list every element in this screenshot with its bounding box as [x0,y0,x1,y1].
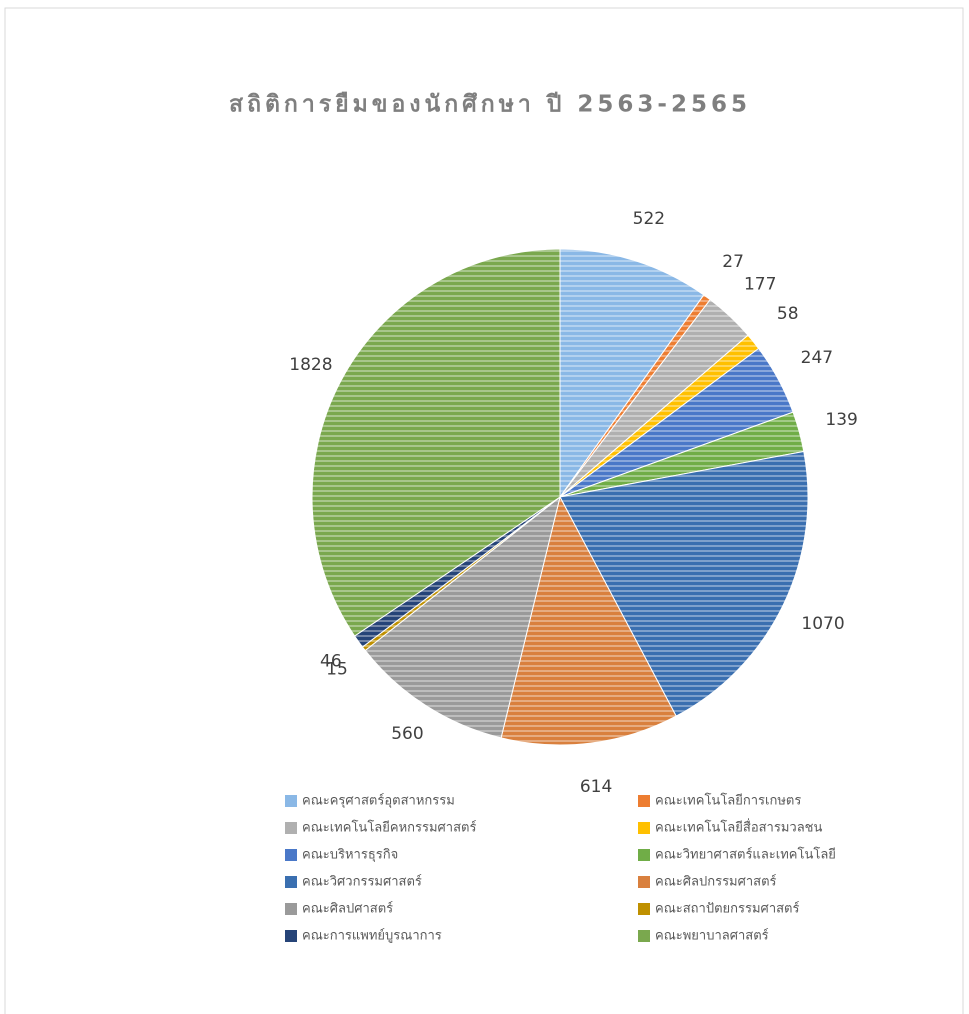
data-label: 15 [326,660,348,680]
data-label: 139 [825,410,857,430]
legend-swatch [638,930,650,942]
slice-texture [560,335,759,497]
legend-swatch [285,849,297,861]
slice-texture [354,497,560,648]
legend-label: คณะเทคโนโลยีคหกรรมศาสตร์ [302,820,476,836]
slice-texture [560,294,711,497]
data-label: 614 [580,777,612,797]
legend-label: คณะครุศาสตร์อุตสาหกรรม [302,793,455,809]
slice-texture [560,299,748,497]
legend-swatch [285,876,297,888]
legend-swatch [285,795,297,807]
chart-title: สถิติการยืมของนักศึกษา ปี 2563-2565 [229,92,751,118]
legend-swatch [285,822,297,834]
legend-label: คณะศิลปศาสตร์ [302,901,393,917]
legend-label: คณะสถาปัตยกรรมศาสตร์ [655,901,799,917]
legend-label: คณะศิลปกรรมศาสตร์ [655,874,777,890]
legend-swatch [285,903,297,915]
data-label: 1828 [289,355,332,375]
legend-label: คณะเทคโนโลยีการเกษตร [655,793,801,809]
legend-swatch [638,822,650,834]
legend-swatch [285,930,297,942]
data-label: 46 [320,651,342,671]
data-label: 177 [744,274,776,294]
legend-label: คณะพยาบาลศาสตร์ [655,928,769,944]
slice-texture [365,497,560,738]
legend-label: คณะวิศวกรรมศาสตร์ [302,874,422,890]
data-label: 560 [391,724,423,744]
legend-label: คณะการแพทย์บูรณาการ [302,928,442,944]
slice-texture [560,249,704,497]
legend-swatch [638,795,650,807]
data-label: 27 [722,252,744,272]
legend-swatch [638,876,650,888]
slice-texture [560,348,794,497]
slice-texture [560,412,804,497]
legend-label: คณะเทคโนโลยีสื่อสารมวลชน [655,819,823,836]
legend-label: คณะบริหารธุรกิจ [302,848,398,863]
legend-swatch [638,903,650,915]
data-label: 58 [777,304,799,324]
data-label: 1070 [801,614,844,634]
data-label: 522 [633,209,665,229]
legend-label: คณะวิทยาศาสตร์และเทคโนโลยี [655,847,836,863]
data-label: 247 [801,348,833,368]
slice-texture [560,451,808,717]
slice-texture [362,497,560,651]
slice-texture [312,249,560,637]
legend-swatch [638,849,650,861]
